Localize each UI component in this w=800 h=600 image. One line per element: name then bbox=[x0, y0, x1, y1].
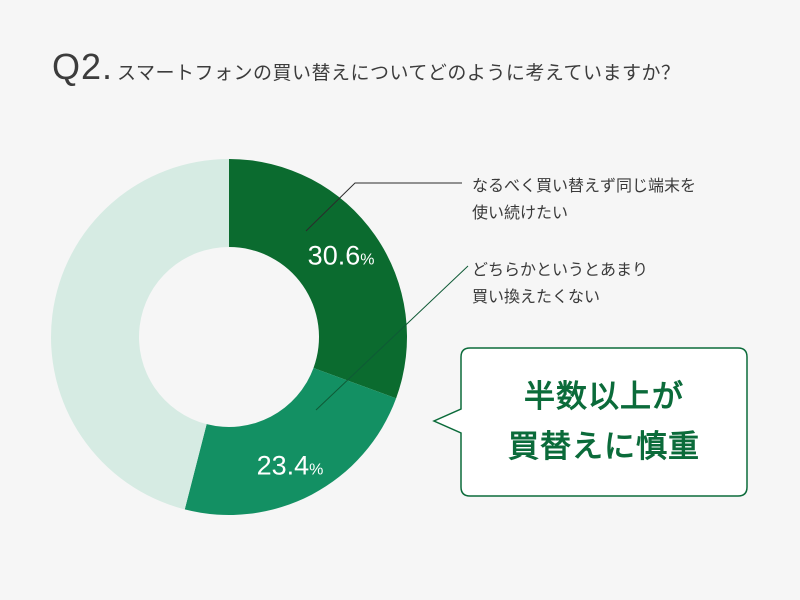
callout-line-2: 買替えに慎重 bbox=[508, 429, 700, 465]
series-label-1: なるべく買い替えず同じ端末を 使い続けたい bbox=[472, 172, 696, 226]
value-label-2: 23.4% bbox=[257, 450, 324, 480]
callout-bubble bbox=[432, 347, 748, 497]
callout-line-1: 半数以上が bbox=[524, 379, 684, 415]
donut-slice-3 bbox=[50, 159, 230, 510]
series-label-1-line2: 使い続けたい bbox=[472, 203, 569, 222]
value-labels: 30.6% 23.4% bbox=[257, 241, 375, 481]
leader-line-2 bbox=[315, 265, 469, 411]
leader-lines bbox=[305, 182, 469, 411]
series-label-2-line2: 買い換えたくない bbox=[472, 287, 601, 306]
series-label-1-line1: なるべく買い替えず同じ端末を bbox=[472, 176, 697, 195]
series-label-2: どちらかというとあまり 買い換えたくない bbox=[472, 256, 648, 310]
question-number: Q2. bbox=[52, 46, 114, 87]
donut-slices bbox=[50, 159, 408, 515]
donut-slice-2 bbox=[184, 368, 397, 515]
callout-box: 半数以上が 買替えに慎重 bbox=[432, 347, 748, 497]
question-text: スマートフォンの買い替えについてどのように考えていますか？ bbox=[117, 62, 681, 84]
donut-slice-1 bbox=[229, 159, 408, 399]
leader-line-1 bbox=[305, 182, 462, 232]
series-label-2-line1: どちらかというとあまり bbox=[472, 260, 649, 279]
value-label-1: 30.6% bbox=[308, 241, 375, 271]
chart-title: Q2. スマートフォンの買い替えについてどのように考えていますか？ bbox=[52, 46, 680, 88]
